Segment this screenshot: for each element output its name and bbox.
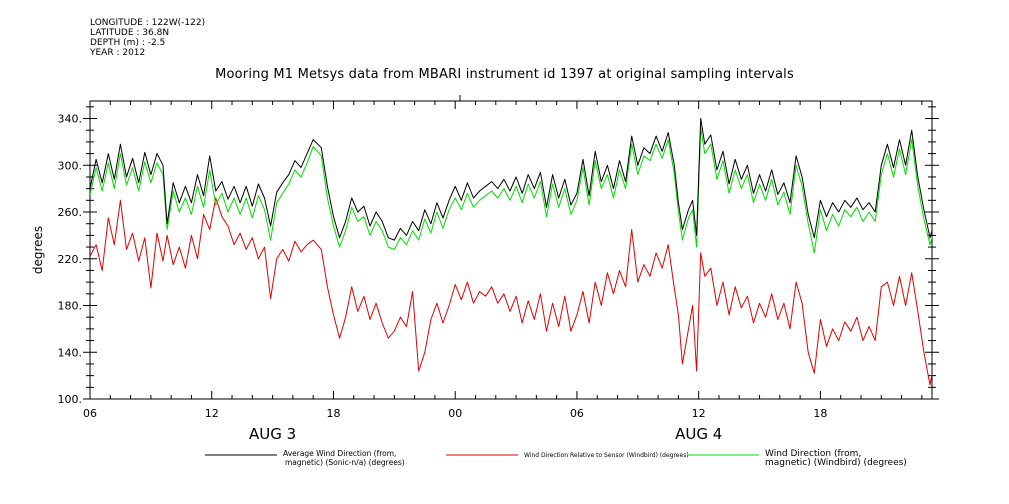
day-label: AUG 4 [675,425,722,443]
legend-label-1: Wind Direction Relative to Sensor (Windb… [524,452,689,459]
series-line-1 [90,197,932,386]
x-tick-label: 18 [813,407,827,420]
y-axis-label: degrees [31,226,45,274]
y-tick-label: 340. [58,113,83,126]
day-label: AUG 3 [249,425,296,443]
metadata-block: LONGITUDE : 122W(-122) LATITUDE : 36.8N … [90,18,205,58]
latitude-label: LATITUDE : 36.8N [90,28,170,38]
legend-label-0-line2: magnetic) (Sonic-n/a) (degrees) [285,458,405,467]
plot-frame [89,100,933,400]
y-tick-label: 140. [58,346,83,359]
longitude-label: LONGITUDE : 122W(-122) [90,18,206,28]
legend-label-0: Average Wind Direction (from, [283,449,396,458]
x-tick-label: 00 [448,407,462,420]
series-line-0 [90,118,932,241]
legend-label-2-line2: magnetic) (Windbird) (degrees) [765,458,907,468]
x-tick-label: 06 [570,407,584,420]
series-line-2 [90,127,932,254]
legend-label-2: Wind Direction (from, [765,449,861,459]
year-label: YEAR : 2012 [90,48,146,58]
y-tick-label: 300. [58,159,83,172]
chart-title: Mooring M1 Metsys data from MBARI instru… [215,67,794,82]
x-tick-label: 12 [205,407,219,420]
y-tick-label: 100. [58,393,83,406]
y-tick-label: 180. [58,300,83,313]
y-tick-label: 220. [58,253,83,266]
x-tick-label: 06 [83,407,97,420]
y-tick-label: 260. [58,206,83,219]
depth-label: DEPTH (m) : -2.5 [90,38,166,48]
x-tick-label: 18 [326,407,340,420]
x-tick-label: 12 [692,407,706,420]
